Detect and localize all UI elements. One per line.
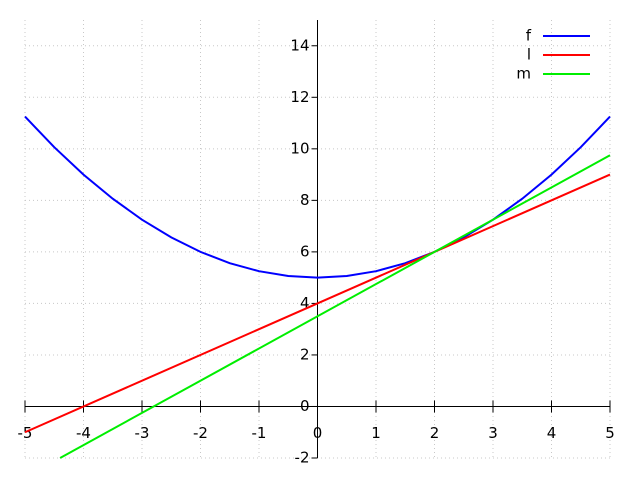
y-tick-label: 6 [300, 242, 310, 260]
y-tick-label: 8 [300, 191, 310, 209]
legend-label: l [527, 46, 531, 64]
y-tick-label: 10 [290, 139, 309, 157]
y-tick-label: 12 [290, 88, 309, 106]
legend-label: m [516, 65, 531, 83]
series-line [24, 115, 611, 279]
x-tick-label: -2 [193, 424, 208, 442]
x-tick-label: 5 [605, 424, 615, 442]
x-tick-label: -5 [18, 424, 33, 442]
legend-label: f [526, 27, 532, 45]
y-tick-label: 0 [300, 397, 310, 415]
x-tick-label: 2 [430, 424, 440, 442]
x-tick-label: 4 [547, 424, 557, 442]
x-tick-label: -1 [252, 424, 267, 442]
y-tick-label: 2 [300, 345, 310, 363]
x-tick-label: -4 [76, 424, 91, 442]
y-tick-label: 4 [300, 294, 310, 312]
series-line [24, 173, 611, 434]
y-tick-label: 14 [290, 36, 309, 54]
x-tick-label: 3 [488, 424, 498, 442]
x-tick-label: 1 [371, 424, 381, 442]
y-tick-label: -2 [295, 449, 310, 467]
series-line [59, 154, 611, 459]
x-tick-label: 0 [313, 424, 323, 442]
x-tick-label: -3 [135, 424, 150, 442]
